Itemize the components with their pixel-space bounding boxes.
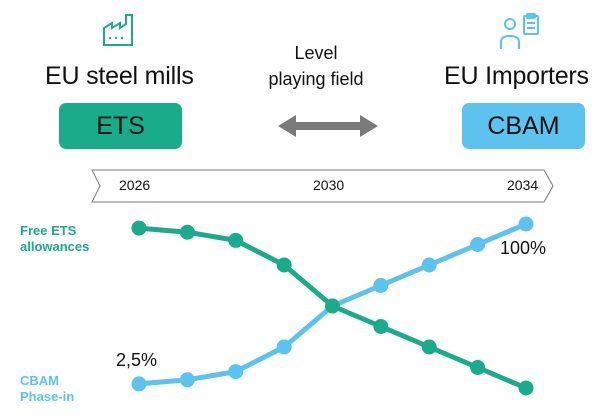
factory-icon xyxy=(101,12,137,48)
free-ets-series-point-2030 xyxy=(325,298,340,314)
free-ets-line-2: allowances xyxy=(20,239,90,254)
tick-2030: 2030 xyxy=(313,177,345,193)
free-ets-series-point-2034 xyxy=(518,380,534,396)
double-arrow-icon xyxy=(278,113,378,139)
free-ets-series-point-2031 xyxy=(373,319,389,334)
free-ets-series-point-2033 xyxy=(470,360,486,375)
cbam-series-point-2028 xyxy=(228,364,244,380)
cbam-phase-in-label: CBAM Phase-in xyxy=(20,373,74,405)
level-playing-field-text: Level playing field xyxy=(256,40,376,92)
cbam-series-point-2034 xyxy=(518,216,534,232)
center-line-1: Level xyxy=(294,43,338,63)
center-line-2: playing field xyxy=(268,69,364,89)
cbam-series-point-2033 xyxy=(470,237,486,252)
cbam-box: CBAM xyxy=(462,103,585,149)
start-percent-label: 2,5% xyxy=(116,350,158,370)
ets-box: ETS xyxy=(59,103,182,149)
free-ets-series-point-2026 xyxy=(131,220,147,236)
free-ets-series-point-2028 xyxy=(228,232,244,248)
cbam-series-point-2031 xyxy=(373,278,389,293)
cbam-line-2: Phase-in xyxy=(20,389,75,404)
free-ets-label: Free ETS allowances xyxy=(20,223,89,255)
cbam-series-point-2026 xyxy=(131,376,147,392)
cbam-series-point-2029 xyxy=(276,339,292,355)
cbam-box-label: CBAM xyxy=(487,111,560,140)
person-clipboard-icon xyxy=(499,12,543,50)
cbam-series-point-2032 xyxy=(421,257,437,273)
free-ets-line-1: Free ETS xyxy=(20,223,77,238)
cbam-series-point-2027 xyxy=(179,372,195,388)
end-percent-label: 100% xyxy=(500,238,547,258)
ets-box-label: ETS xyxy=(96,111,145,140)
timeline-band xyxy=(88,168,554,204)
right-title: EU Importers xyxy=(444,62,589,90)
free-ets-series-point-2032 xyxy=(421,339,437,355)
tick-2034: 2034 xyxy=(507,177,539,193)
left-title: EU steel mills xyxy=(45,62,194,90)
cbam-line-1: CBAM xyxy=(20,373,59,388)
free-ets-series-point-2029 xyxy=(276,257,292,273)
tick-2026: 2026 xyxy=(119,177,151,193)
free-ets-series-point-2027 xyxy=(179,224,195,240)
